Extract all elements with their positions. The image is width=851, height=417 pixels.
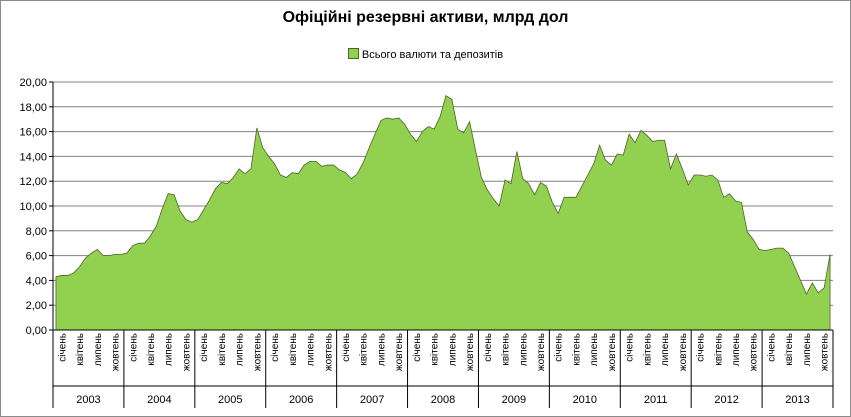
x-month-label: квітень — [146, 333, 157, 366]
x-month-label: квітень — [359, 333, 370, 366]
x-month-label: січень — [341, 333, 352, 362]
x-month-label: квітень — [75, 333, 86, 366]
y-tick-label: 2,00 — [26, 300, 47, 312]
x-month-label: липень — [306, 333, 317, 366]
legend: Всього валюти та депозитів — [0, 48, 851, 61]
x-year-label: 2005 — [218, 394, 242, 406]
x-year-label: 2006 — [289, 394, 313, 406]
x-month-label: жовтень — [465, 333, 476, 371]
x-month-label: жовтень — [111, 333, 122, 371]
x-month-label: липень — [731, 333, 742, 366]
y-tick-label: 20,00 — [19, 77, 47, 89]
y-tick-label: 14,00 — [19, 151, 47, 163]
x-month-label: січень — [128, 333, 139, 362]
y-tick-label: 16,00 — [19, 127, 47, 139]
x-month-label: січень — [412, 333, 423, 362]
x-year-label: 2011 — [644, 394, 668, 406]
x-month-label: липень — [447, 333, 458, 366]
y-tick-label: 12,00 — [19, 176, 47, 188]
x-month-label: жовтень — [820, 333, 831, 371]
x-month-label: жовтень — [536, 333, 547, 371]
x-year-label: 2009 — [502, 394, 526, 406]
x-month-label: січень — [766, 333, 777, 362]
y-tick-label: 18,00 — [19, 102, 47, 114]
x-month-label: жовтень — [394, 333, 405, 371]
x-month-label: січень — [483, 333, 494, 362]
x-year-label: 2008 — [431, 394, 455, 406]
y-tick-label: 4,00 — [26, 275, 47, 287]
x-year-label: 2004 — [147, 394, 171, 406]
x-month-label: січень — [270, 333, 281, 362]
x-month-label: січень — [696, 333, 707, 362]
x-month-label: липень — [376, 333, 387, 366]
x-month-label: жовтень — [252, 333, 263, 371]
x-month-label: квітень — [713, 333, 724, 366]
x-month-label: січень — [57, 333, 68, 362]
x-month-label: квітень — [784, 333, 795, 366]
y-tick-label: 0,00 — [26, 325, 47, 337]
x-month-label: липень — [660, 333, 671, 366]
y-tick-label: 10,00 — [19, 201, 47, 213]
chart-title: Офіційні резервні активи, млрд дол — [282, 9, 569, 26]
x-month-label: квітень — [642, 333, 653, 366]
x-month-label: жовтень — [323, 333, 334, 371]
x-month-label: січень — [199, 333, 210, 362]
area-series — [55, 95, 831, 331]
legend-swatch — [347, 48, 359, 59]
x-month-label: квітень — [217, 333, 228, 366]
x-year-label: 2003 — [76, 394, 100, 406]
y-tick-label: 6,00 — [26, 251, 47, 263]
x-month-label: липень — [93, 333, 104, 366]
x-month-label: липень — [518, 333, 529, 366]
x-month-label: квітень — [430, 333, 441, 366]
x-month-label: січень — [625, 333, 636, 362]
x-year-label: 2012 — [714, 394, 738, 406]
x-month-label: жовтень — [678, 333, 689, 371]
x-month-label: квітень — [501, 333, 512, 366]
x-month-label: жовтень — [181, 333, 192, 371]
y-tick-label: 8,00 — [26, 226, 47, 238]
x-month-label: жовтень — [749, 333, 760, 371]
x-year-label: 2010 — [573, 394, 597, 406]
x-month-label: липень — [802, 333, 813, 366]
x-month-label: січень — [554, 333, 565, 362]
x-year-label: 2013 — [785, 394, 809, 406]
legend-label: Всього валюти та депозитів — [361, 49, 504, 61]
x-month-label: квітень — [288, 333, 299, 366]
x-month-label: липень — [235, 333, 246, 366]
x-month-label: липень — [164, 333, 175, 366]
x-month-label: жовтень — [607, 333, 618, 371]
x-month-label: липень — [589, 333, 600, 366]
x-month-label: квітень — [571, 333, 582, 366]
x-year-label: 2007 — [360, 394, 384, 406]
